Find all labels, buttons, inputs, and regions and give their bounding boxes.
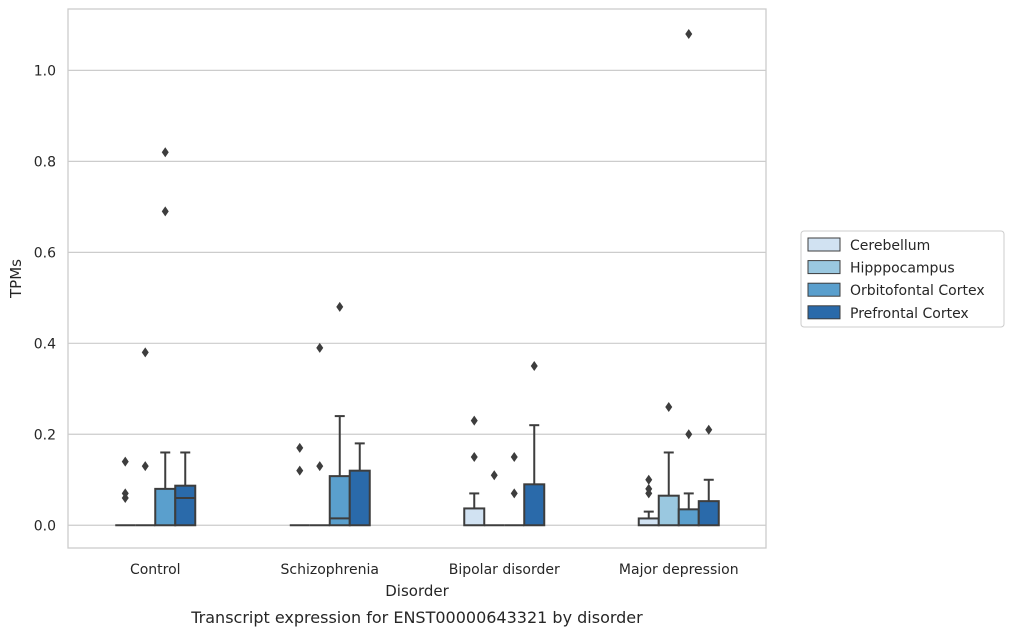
y-tick-label: 0.6 xyxy=(34,245,56,261)
chart-title: Transcript expression for ENST0000064332… xyxy=(190,608,643,627)
outlier-point xyxy=(645,488,653,499)
y-axis-label: TPMs xyxy=(7,259,25,299)
outlier-point xyxy=(316,342,324,353)
box-prefrontal-cortex-1 xyxy=(348,442,371,527)
outlier-point xyxy=(121,492,129,503)
outlier-point xyxy=(141,347,149,358)
legend-label: Prefrontal Cortex xyxy=(850,306,969,322)
legend-label: Cerebellum xyxy=(850,238,930,254)
box-cerebellum-3 xyxy=(637,474,660,527)
outlier-point xyxy=(705,424,713,435)
legend: Cerebellum Hipppocampus Orbitofontal Corte… xyxy=(800,230,1005,328)
outlier-point xyxy=(336,301,344,312)
outlier-point xyxy=(685,29,693,40)
y-tick-label: 0.0 xyxy=(34,518,56,534)
legend-swatch xyxy=(807,237,841,252)
legend-swatch xyxy=(807,260,841,275)
legend-swatch xyxy=(807,282,841,297)
box-body xyxy=(677,508,700,527)
outlier-point xyxy=(470,415,478,426)
plot-frame xyxy=(67,8,767,549)
box-prefrontal-cortex-2 xyxy=(523,361,546,527)
box-orbitofontal-cortex-0 xyxy=(154,147,177,527)
outlier-point xyxy=(161,147,169,158)
box-body xyxy=(523,483,546,527)
outlier-point xyxy=(490,470,498,481)
outlier-point xyxy=(296,442,304,453)
outlier-point xyxy=(685,429,693,440)
outlier-point xyxy=(470,452,478,463)
box-body xyxy=(348,469,371,527)
grid-lines xyxy=(68,69,766,526)
box-orbitofontal-cortex-2 xyxy=(504,452,525,527)
x-tick-label: Bipolar disorder xyxy=(449,562,560,578)
y-tick-label: 0.2 xyxy=(34,427,56,443)
x-tick-label: Control xyxy=(130,562,181,578)
box-orbitofontal-cortex-1 xyxy=(328,301,351,527)
y-axis-ticks: 0.0 0.2 0.4 0.6 0.8 1.0 xyxy=(34,63,56,534)
outlier-point xyxy=(161,206,169,217)
box-cerebellum-0 xyxy=(115,456,136,527)
y-tick-label: 0.4 xyxy=(34,336,56,352)
legend-frame xyxy=(800,230,1005,328)
legend-swatch xyxy=(807,305,841,320)
x-tick-label: Major depression xyxy=(619,562,739,578)
box-hipppocampus-3 xyxy=(657,401,680,527)
box-cerebellum-1 xyxy=(289,442,310,527)
box-cerebellum-2 xyxy=(463,415,486,527)
legend-label: Hipppocampus xyxy=(850,261,955,277)
outlier-point xyxy=(141,461,149,472)
box-body xyxy=(637,517,660,527)
y-tick-label: 1.0 xyxy=(34,63,56,79)
box-prefrontal-cortex-0 xyxy=(174,451,197,527)
outlier-point xyxy=(121,456,129,467)
outlier-point xyxy=(645,474,653,485)
outlier-point xyxy=(510,488,518,499)
box-orbitofontal-cortex-3 xyxy=(677,29,700,527)
box-body xyxy=(174,484,197,527)
box-prefrontal-cortex-3 xyxy=(697,424,720,527)
box-body xyxy=(154,487,177,527)
outlier-point xyxy=(316,461,324,472)
x-tick-label: Schizophrenia xyxy=(281,562,379,578)
box-body xyxy=(697,500,720,527)
outlier-point xyxy=(296,465,304,476)
box-hipppocampus-2 xyxy=(484,470,505,527)
outlier-point xyxy=(530,361,538,372)
y-tick-label: 0.8 xyxy=(34,154,56,170)
legend-label: Orbitofontal Cortex xyxy=(850,283,985,299)
box-hipppocampus-0 xyxy=(135,347,156,527)
x-axis-ticks: Control Schizophrenia Bipolar disorder Majo… xyxy=(130,562,739,578)
box-plot-marks xyxy=(115,29,720,527)
box-body xyxy=(657,494,680,527)
box-hipppocampus-1 xyxy=(309,342,330,527)
box-body xyxy=(463,507,486,527)
outlier-point xyxy=(510,452,518,463)
outlier-point xyxy=(665,401,673,412)
x-axis-label: Disorder xyxy=(385,582,449,600)
